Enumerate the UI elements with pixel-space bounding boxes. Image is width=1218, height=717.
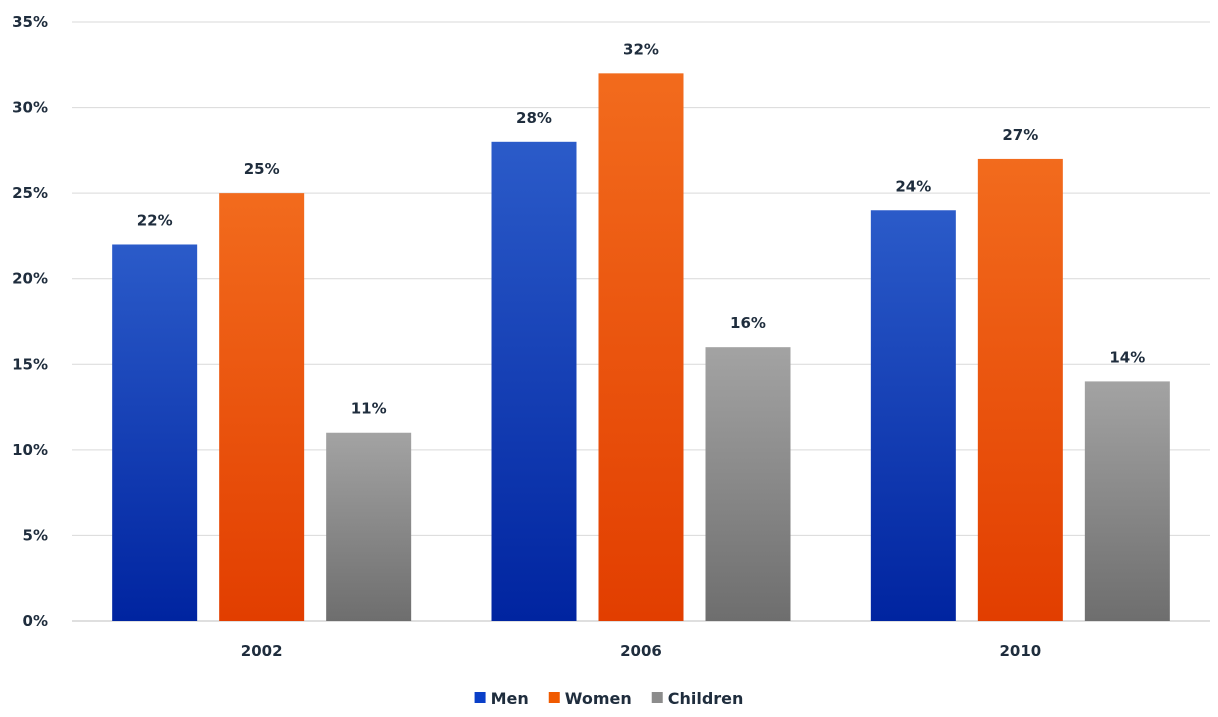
- bar-children-2002: [326, 432, 412, 621]
- bar-men-2010: [870, 210, 956, 621]
- y-tick-label: 15%: [12, 355, 48, 373]
- y-tick-label: 5%: [23, 526, 48, 544]
- legend-label-women: Women: [565, 689, 632, 708]
- data-label: 22%: [137, 211, 173, 229]
- y-tick-label: 35%: [12, 13, 48, 31]
- legend-label-men: Men: [491, 689, 529, 708]
- data-label: 27%: [1002, 126, 1038, 144]
- y-tick-label: 0%: [23, 612, 48, 630]
- x-axis-categories: 2002 2006 2010: [241, 642, 1041, 660]
- data-label: 28%: [516, 109, 552, 127]
- legend-swatch-children: [651, 692, 663, 703]
- x-category-label: 2002: [241, 642, 283, 660]
- bars: [112, 73, 1170, 622]
- y-axis-ticks: 0% 5% 10% 15% 20% 25% 30% 35%: [12, 13, 48, 630]
- data-label: 14%: [1109, 348, 1145, 366]
- data-label: 16%: [730, 314, 766, 332]
- data-label: 32%: [623, 40, 659, 58]
- data-label: 24%: [895, 177, 931, 195]
- legend-swatch-women: [548, 692, 560, 703]
- bar-children-2010: [1084, 381, 1170, 621]
- data-label: 25%: [244, 160, 280, 178]
- data-labels: 22% 25% 11% 28% 32% 16% 24% 27% 14%: [137, 40, 1146, 417]
- y-tick-label: 25%: [12, 184, 48, 202]
- legend: Men Women Children: [474, 689, 744, 708]
- bar-children-2006: [705, 347, 791, 621]
- data-label: 11%: [351, 400, 387, 418]
- x-category-label: 2006: [620, 642, 662, 660]
- bar-women-2002: [219, 193, 305, 621]
- bar-women-2006: [598, 73, 684, 622]
- legend-swatch-men: [474, 692, 486, 703]
- legend-label-children: Children: [668, 689, 744, 708]
- bar-men-2006: [491, 141, 577, 622]
- bar-men-2002: [112, 244, 198, 621]
- y-tick-label: 30%: [12, 99, 48, 117]
- y-tick-label: 10%: [12, 441, 48, 459]
- x-category-label: 2010: [999, 642, 1041, 660]
- bar-women-2010: [977, 158, 1063, 621]
- y-tick-label: 20%: [12, 270, 48, 288]
